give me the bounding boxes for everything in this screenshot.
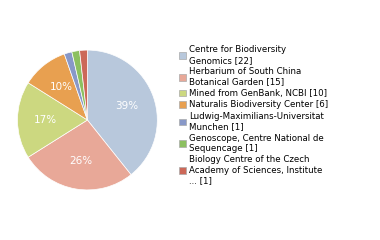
Text: 39%: 39% — [116, 101, 139, 111]
Wedge shape — [87, 50, 157, 175]
Wedge shape — [17, 83, 87, 157]
Wedge shape — [28, 120, 131, 190]
Text: 26%: 26% — [69, 156, 92, 166]
Wedge shape — [72, 50, 87, 120]
Wedge shape — [79, 50, 87, 120]
Legend: Centre for Biodiversity
Genomics [22], Herbarium of South China
Botanical Garden: Centre for Biodiversity Genomics [22], H… — [179, 45, 329, 185]
Wedge shape — [64, 52, 87, 120]
Text: 17%: 17% — [34, 115, 57, 125]
Wedge shape — [28, 54, 87, 120]
Text: 10%: 10% — [50, 82, 73, 92]
